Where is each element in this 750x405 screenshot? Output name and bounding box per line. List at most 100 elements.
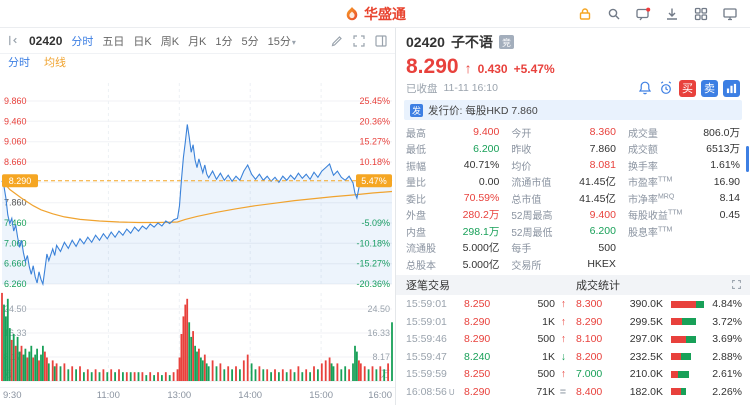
tab-volume-stats[interactable]: 成交统计 (576, 279, 620, 292)
draw-icon[interactable] (330, 34, 344, 48)
svg-text:20.36%: 20.36% (359, 116, 390, 126)
ipo-banner[interactable]: 发 发行价: 每股HKD 7.860 (404, 100, 742, 120)
quote-field-label: 流通股 (406, 244, 436, 256)
stat-price: 8.290 (576, 315, 603, 328)
quote-field: 股息率TTM (628, 223, 740, 240)
trade-time: 15:59:59 (406, 368, 447, 381)
period-tab-1分[interactable]: 1分 (215, 35, 233, 48)
tick-trade-list[interactable]: 15:59:01 8.250 500 ↑ 15:59:01 8.290 1K ↑ 15:59:4… (396, 295, 572, 405)
quote-field-label: 换手率 (627, 161, 658, 173)
quote-field: 流通市值 41.45亿 (511, 174, 616, 191)
trade-time: 15:59:01 (406, 315, 447, 328)
quote-field-label: 52周最低 (511, 227, 553, 239)
stat-volume: 390.0K (629, 298, 663, 311)
svg-text:16.33: 16.33 (367, 328, 390, 338)
quote-field-label: 总股本 (406, 260, 436, 272)
tab-tick-trades[interactable]: 逐笔交易 (406, 279, 450, 292)
quote-field-label: 量比 (406, 178, 426, 190)
period-tab-月K[interactable]: 月K (188, 35, 207, 48)
market-status: 已收盘 (406, 82, 438, 95)
volume-stat-list[interactable]: 8.300 390.0K 4.84% 8.290 299.5K 3.72% 8.100 297… (572, 295, 750, 405)
quote-field-label: 股息率TTM (627, 226, 673, 239)
volume-stat-row: 8.400 182.0K 2.26% (576, 383, 742, 401)
quote-field-value: 8.14 (719, 192, 740, 205)
quote-field-label: 每股收益TTM (627, 209, 683, 223)
message-icon[interactable] (635, 6, 651, 22)
scrollbar-thumb[interactable] (746, 146, 749, 172)
quote-field: 昨收 7.860 (511, 141, 616, 158)
price-up-arrow-icon: ↑ (464, 60, 472, 76)
quote-field-value: 9.400 (589, 208, 616, 221)
time-axis: 9:30 11:00 13:00 14:00 15:00 16:00 (0, 387, 395, 403)
quote-field-label: 振幅 (406, 161, 426, 173)
quote-field-label: 最高 (406, 128, 426, 140)
quote-field-value: 41.45亿 (579, 176, 616, 189)
svg-text:10.18%: 10.18% (359, 157, 390, 167)
quote-field-label: 今开 (511, 128, 532, 140)
fullscreen-icon[interactable] (352, 34, 366, 48)
period-tab-分时[interactable]: 分时 (71, 35, 94, 48)
buy-button[interactable]: 买 (679, 79, 696, 97)
top-icon-group (577, 6, 750, 22)
trade-direction-icon: = (559, 385, 566, 398)
alert-bell-icon[interactable] (637, 80, 653, 96)
svg-text:6.260: 6.260 (4, 279, 27, 289)
download-icon[interactable] (664, 6, 680, 22)
trade-time: 15:59:47 (406, 350, 447, 363)
stat-percent: 2.61% (712, 368, 742, 381)
quote-field: 总股本 5.000亿 (406, 256, 499, 273)
alarm-clock-icon[interactable] (658, 80, 674, 96)
trade-price: 8.250 (464, 298, 491, 311)
quote-field-value: 6.200 (589, 225, 616, 238)
tick-trade-row: 15:59:59 8.250 500 ↑ (406, 366, 566, 384)
apps-grid-icon[interactable] (693, 6, 709, 22)
intraday-chart[interactable]: 9.860 25.45% 9.460 20.36% 9.060 15.27% 8.660 10… (0, 69, 394, 289)
market-stats-button[interactable] (723, 79, 740, 97)
volume-stat-row: 7.000 210.0K 2.61% (576, 366, 742, 384)
top-bar: 华盛通 (0, 0, 750, 28)
quote-field: 成交额 6513万 (628, 141, 740, 158)
trade-time: 16:08:56 U (406, 385, 455, 398)
layout-icon[interactable] (374, 34, 388, 48)
stat-bar (671, 353, 707, 361)
quote-field-value: 8.081 (589, 159, 616, 172)
collapse-panel-icon[interactable] (7, 34, 20, 47)
stat-volume: 297.0K (629, 333, 663, 346)
period-tab-五日[interactable]: 五日 (102, 35, 125, 48)
stat-price: 8.200 (576, 350, 603, 363)
sell-button[interactable]: 卖 (701, 79, 718, 97)
trade-price: 8.250 (464, 368, 491, 381)
search-icon[interactable] (606, 6, 622, 22)
price-change: 0.430 (477, 62, 508, 76)
tick-trade-row: 15:59:46 8.290 500 ↑ (406, 331, 566, 349)
period-tab-日K[interactable]: 日K (133, 35, 152, 48)
trade-price: 8.290 (464, 385, 491, 398)
quote-field-label: 成交额 (627, 145, 658, 157)
price-change-pct: +5.47% (513, 62, 555, 76)
time-tick: 16:00 (368, 390, 392, 401)
time-tick: 15:00 (309, 390, 333, 401)
svg-text:16.33: 16.33 (4, 328, 27, 338)
time-tick: 13:00 (167, 390, 192, 401)
quote-field: 最高 9.400 (406, 124, 499, 141)
quote-field-label: 流通市值 (511, 178, 552, 190)
period-tab-周K[interactable]: 周K (160, 35, 180, 48)
volume-stat-row: 8.200 232.5K 2.88% (576, 348, 742, 366)
stat-volume: 210.0K (629, 368, 663, 381)
expand-lists-icon[interactable] (731, 279, 750, 290)
volume-stat-row: 8.290 299.5K 3.72% (576, 313, 742, 331)
time-tick: 11:00 (96, 390, 120, 401)
tick-trade-row: 16:08:56 U 8.290 71K = (406, 383, 566, 401)
period-tab-5分[interactable]: 5分 (241, 35, 259, 48)
lock-icon[interactable] (577, 6, 593, 22)
svg-text:8.290: 8.290 (9, 176, 32, 186)
period-tab-15分[interactable]: 15分▾ (267, 35, 296, 48)
logo-flame-icon (344, 6, 360, 22)
quote-field: 市净率MRQ 8.14 (628, 190, 740, 207)
svg-text:9.860: 9.860 (4, 96, 27, 106)
monitor-icon[interactable] (722, 6, 738, 22)
legend-average-label: 均线 (44, 56, 66, 69)
quote-field-label: 昨收 (511, 145, 532, 157)
quote-field-value: 500 (598, 241, 616, 254)
